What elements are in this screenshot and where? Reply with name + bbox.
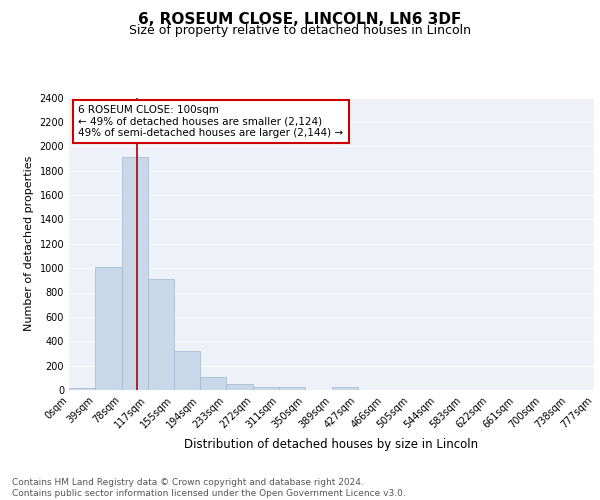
Bar: [253, 386, 279, 390]
X-axis label: Distribution of detached houses by size in Lincoln: Distribution of detached houses by size …: [184, 438, 479, 451]
Bar: [174, 351, 200, 390]
Text: 6 ROSEUM CLOSE: 100sqm
← 49% of detached houses are smaller (2,124)
49% of semi-: 6 ROSEUM CLOSE: 100sqm ← 49% of detached…: [79, 105, 344, 138]
Text: Contains HM Land Registry data © Crown copyright and database right 2024.
Contai: Contains HM Land Registry data © Crown c…: [12, 478, 406, 498]
Bar: [226, 384, 253, 390]
Y-axis label: Number of detached properties: Number of detached properties: [24, 156, 34, 332]
Bar: [122, 157, 148, 390]
Bar: [332, 387, 358, 390]
Bar: [69, 388, 95, 390]
Bar: [200, 376, 226, 390]
Bar: [148, 279, 174, 390]
Bar: [279, 386, 305, 390]
Text: 6, ROSEUM CLOSE, LINCOLN, LN6 3DF: 6, ROSEUM CLOSE, LINCOLN, LN6 3DF: [139, 12, 461, 28]
Bar: [95, 267, 122, 390]
Text: Size of property relative to detached houses in Lincoln: Size of property relative to detached ho…: [129, 24, 471, 37]
